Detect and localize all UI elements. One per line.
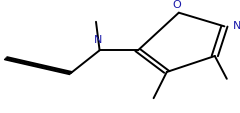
- Text: N: N: [233, 21, 240, 31]
- Text: O: O: [172, 0, 181, 10]
- Text: N: N: [94, 35, 102, 45]
